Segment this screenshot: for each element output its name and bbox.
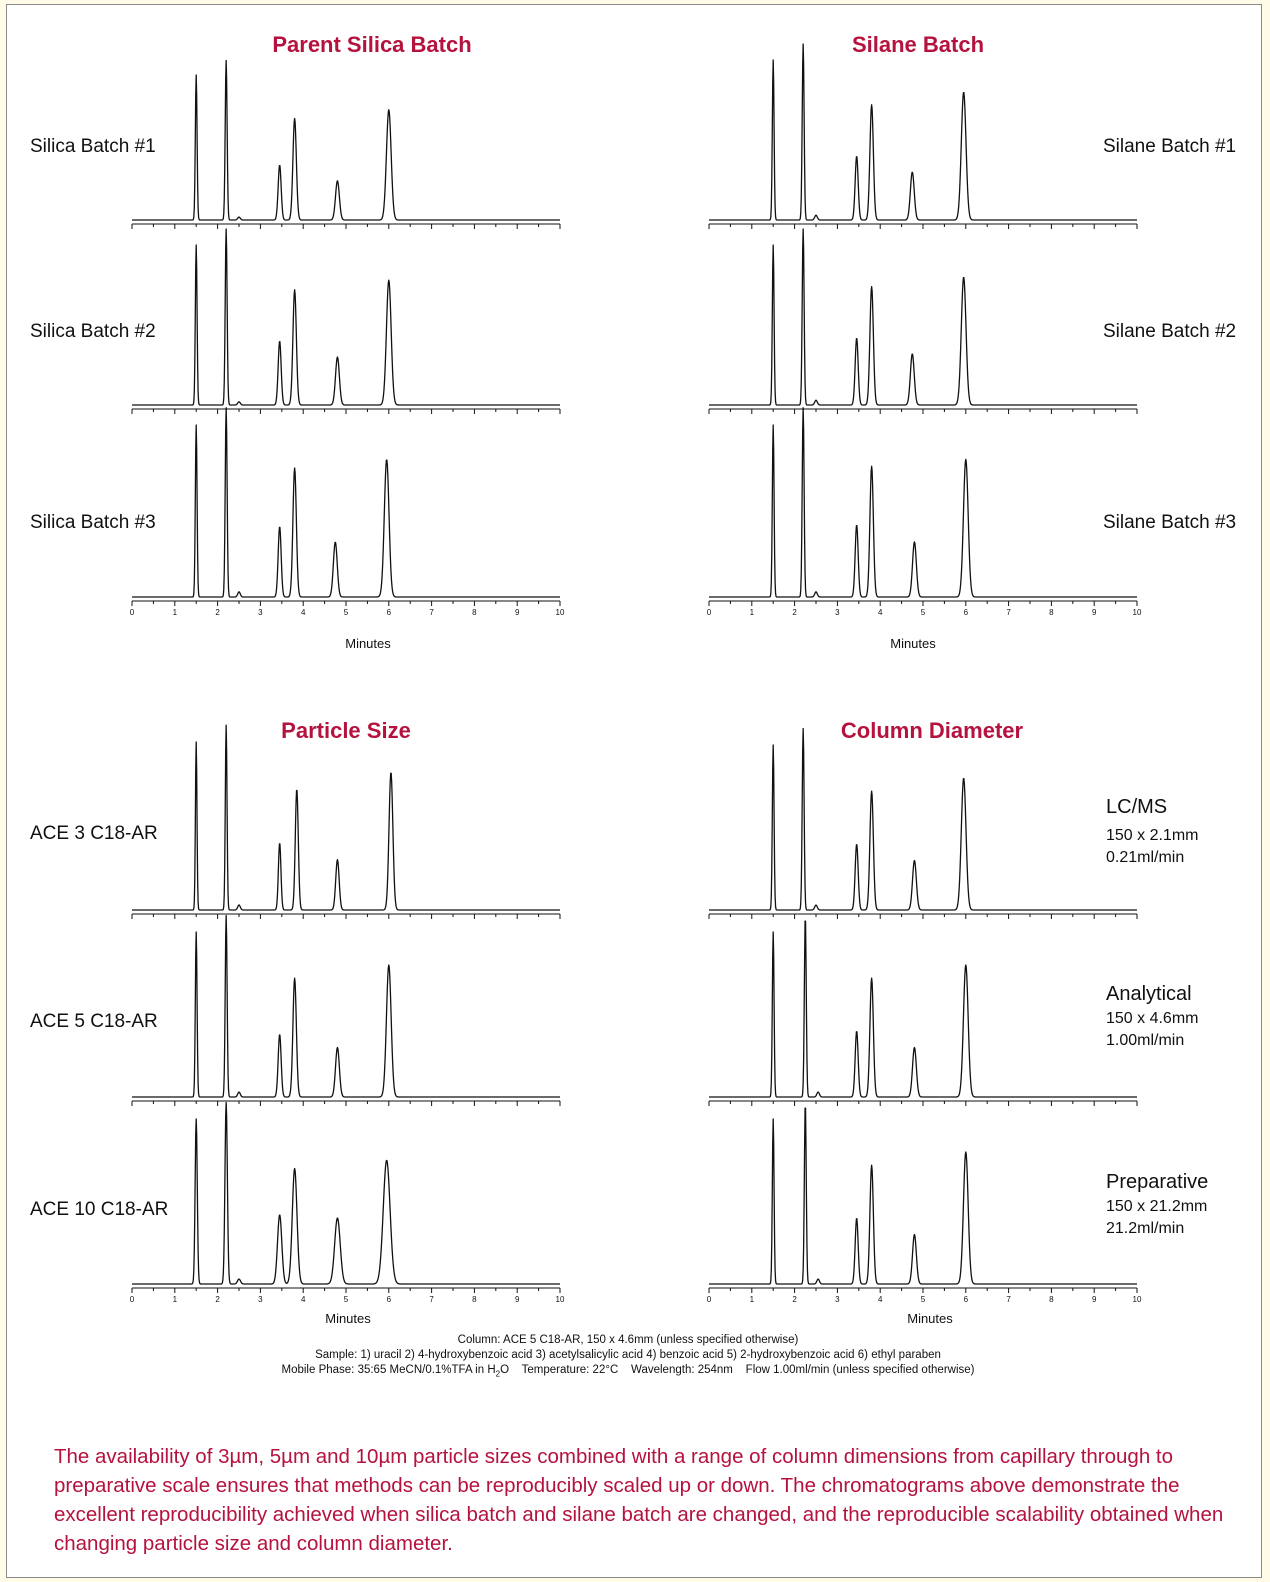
tick-label: 3 [258,1295,263,1304]
lcms-dim: 150 x 2.1mm [1106,827,1199,844]
lcms-flow: 0.21ml/min [1106,849,1185,866]
xlabel-parent-silica: Minutes [345,636,391,651]
xlabel-particle-size: Minutes [325,1311,371,1326]
tick-label: 6 [964,1295,969,1304]
tick-label: 8 [1049,1295,1054,1304]
tick-label: 3 [258,608,263,617]
label-analytical: Analytical 150 x 4.6mm 1.00ml/min [1106,983,1198,1052]
analytical-name: Analytical [1106,983,1192,1005]
label-silica-batch-1: Silica Batch #1 [30,136,156,157]
tick-label: 6 [387,1295,392,1304]
tick-label: 4 [878,1295,883,1304]
chromatogram-trace [131,228,561,406]
tick-label: 4 [301,608,306,617]
chromatogram-trace [708,1107,1138,1285]
mobile-phase-post: O Temperature: 22°C Wavelength: 254nm Fl… [500,1364,975,1376]
conditions-column: Column: ACE 5 C18-AR, 150 x 4.6mm (unles… [457,1334,799,1346]
conditions-mobile-phase: Mobile Phase: 35:65 MeCN/0.1%TFA in H2O … [0,1363,1256,1381]
label-silane-batch-1: Silane Batch #1 [1103,136,1237,157]
mobile-phase-sub: 2 [495,1369,501,1379]
preparative-flow: 21.2ml/min [1106,1220,1185,1237]
tick-label: 0 [707,608,712,617]
chromatogram-trace [131,724,561,911]
tick-label: 4 [301,1295,306,1304]
tick-label: 1 [173,608,178,617]
tick-label: 2 [215,1295,220,1304]
title-silane-batch: Silane Batch [851,32,985,57]
tick-label: 0 [130,608,135,617]
lcms-name: LC/MS [1106,796,1168,818]
title-particle-size: Particle Size [281,718,411,743]
tick-label: 8 [1049,608,1054,617]
tick-label: 2 [792,608,797,617]
tick-label: 1 [750,608,755,617]
tick-label: 6 [387,608,392,617]
chromatogram-trace [131,59,561,221]
chromatogram-trace [708,43,1138,221]
xlabel-column-diameter: Minutes [907,1311,953,1326]
label-silica-batch-2: Silica Batch #2 [30,321,156,342]
chromatogram-trace [131,1101,561,1285]
chromatogram-trace [131,914,561,1098]
tick-label: 5 [921,1295,926,1304]
label-preparative: Preparative 150 x 21.2mm 21.2ml/min [1106,1171,1208,1240]
tick-label: 0 [707,1295,712,1304]
tick-label: 8 [472,608,477,617]
tick-label: 7 [1006,1295,1011,1304]
tick-label: 9 [1092,1295,1097,1304]
tick-label: 10 [556,608,565,617]
tick-label: 1 [173,1295,178,1304]
label-silica-batch-3: Silica Batch #3 [30,512,156,533]
conditions-sample: Sample: 1) uracil 2) 4-hydroxybenzoic ac… [315,1349,941,1361]
tick-label: 0 [130,1295,135,1304]
label-lcms: LC/MS 150 x 2.1mm 0.21ml/min [1106,796,1198,869]
preparative-dim: 150 x 21.2mm [1106,1198,1208,1215]
chromatogram-trace [708,920,1138,1098]
label-ace-5: ACE 5 C18-AR [30,1011,158,1032]
xlabel-silane: Minutes [890,636,936,651]
chromatogram-trace [708,407,1138,598]
tick-label: 5 [344,1295,349,1304]
tick-label: 2 [792,1295,797,1304]
tick-label: 7 [1006,608,1011,617]
chromatogram-trace [708,228,1138,406]
tick-label: 6 [964,608,969,617]
chromatogram-trace [708,727,1138,911]
tick-label: 3 [835,608,840,617]
tick-label: 2 [215,608,220,617]
tick-label: 5 [921,608,926,617]
analytical-dim: 150 x 4.6mm [1106,1010,1199,1027]
tick-label: 1 [750,1295,755,1304]
tick-label: 7 [429,1295,434,1304]
tick-label: 7 [429,608,434,617]
chromatogram-trace [131,407,561,598]
content-panel [6,4,1262,1578]
tick-label: 10 [556,1295,565,1304]
label-ace-3: ACE 3 C18-AR [30,823,158,844]
tick-label: 9 [1092,608,1097,617]
mobile-phase-pre: Mobile Phase: 35:65 MeCN/0.1%TFA in H [281,1364,496,1376]
tick-label: 3 [835,1295,840,1304]
title-parent-silica-batch: Parent Silica Batch [272,32,472,57]
tick-label: 4 [878,608,883,617]
description: The availability of 3µm, 5µm and 10µm pa… [54,1445,1224,1555]
tick-label: 9 [515,608,520,617]
label-silane-batch-2: Silane Batch #2 [1103,321,1237,342]
tick-label: 8 [472,1295,477,1304]
conditions: Column: ACE 5 C18-AR, 150 x 4.6mm (unles… [0,1333,1256,1381]
preparative-name: Preparative [1106,1171,1209,1193]
tick-label: 10 [1133,1295,1142,1304]
tick-label: 9 [515,1295,520,1304]
analytical-flow: 1.00ml/min [1106,1032,1185,1049]
label-ace-10: ACE 10 C18-AR [30,1199,169,1220]
tick-label: 10 [1133,608,1142,617]
title-column-diameter: Column Diameter [840,718,1024,743]
label-silane-batch-3: Silane Batch #3 [1103,512,1237,533]
tick-label: 5 [344,608,349,617]
